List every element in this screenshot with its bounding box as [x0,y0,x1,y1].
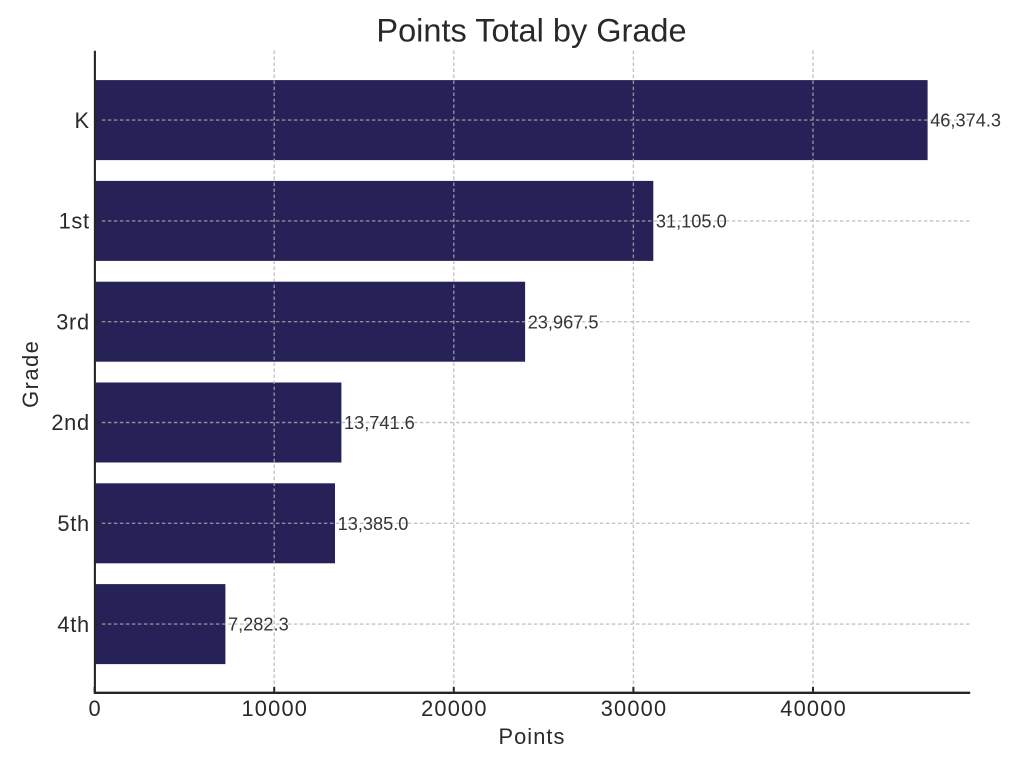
svg-text:Grade: Grade [18,340,43,408]
svg-text:K: K [75,108,90,133]
svg-text:3rd: 3rd [56,309,90,334]
svg-text:20000: 20000 [421,696,488,721]
svg-text:30000: 30000 [601,696,668,721]
svg-text:2nd: 2nd [51,410,89,435]
svg-text:13,385.0: 13,385.0 [338,514,409,534]
svg-text:5th: 5th [57,511,89,536]
svg-text:1st: 1st [59,209,90,234]
svg-text:10000: 10000 [241,696,308,721]
svg-text:13,741.6: 13,741.6 [344,413,415,433]
svg-text:40000: 40000 [780,696,847,721]
svg-text:4th: 4th [57,612,89,637]
svg-text:31,105.0: 31,105.0 [656,212,727,232]
svg-text:46,374.3: 46,374.3 [930,111,1001,131]
svg-text:23,967.5: 23,967.5 [528,312,599,332]
svg-text:0: 0 [89,696,102,721]
svg-text:Points Total by Grade: Points Total by Grade [376,12,686,48]
svg-text:Points: Points [498,724,565,749]
svg-text:7,282.3: 7,282.3 [228,615,289,635]
